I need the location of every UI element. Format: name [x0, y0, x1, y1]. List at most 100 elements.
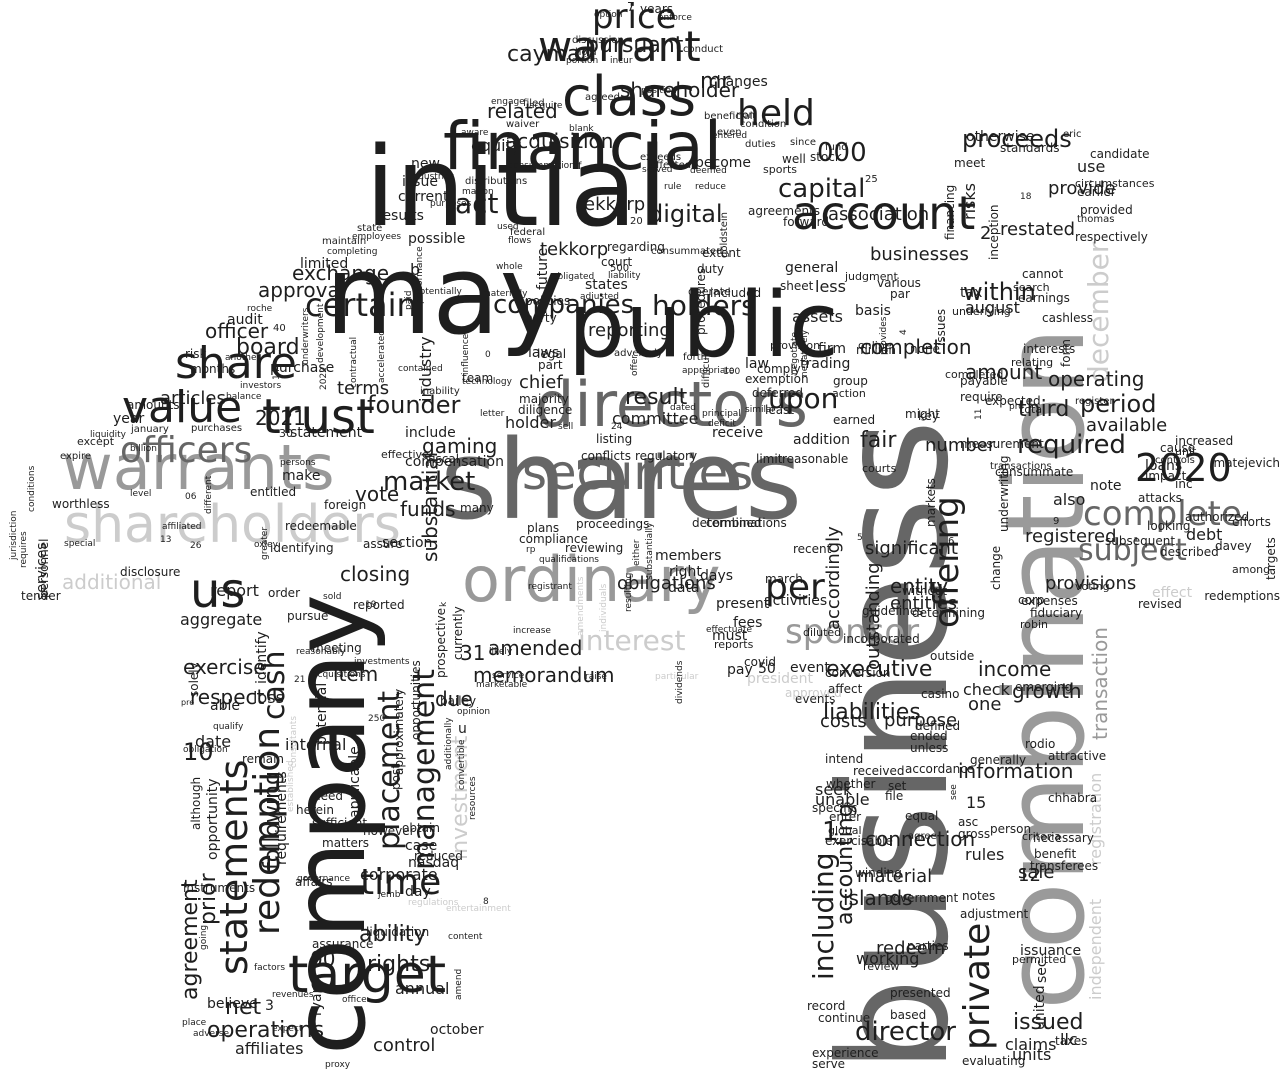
cloud-word: casino	[921, 687, 960, 702]
cloud-word: amend	[454, 968, 464, 1000]
cloud-word: prospective	[434, 607, 448, 678]
cloud-word: october	[430, 1021, 484, 1038]
cloud-word: relating	[1011, 355, 1054, 369]
cloud-word: shares	[440, 415, 803, 544]
cloud-word: k	[439, 601, 449, 607]
cloud-word: provisions	[1045, 573, 1137, 595]
cloud-word: amount	[965, 359, 1043, 384]
cloud-word: see	[949, 784, 959, 800]
cloud-word: related	[487, 98, 558, 123]
cloud-word: tekkorp	[577, 194, 646, 216]
cloud-word: loss	[253, 687, 284, 707]
cloud-word: governance	[297, 873, 351, 884]
cloud-word: ordinary	[462, 543, 721, 617]
cloud-word: procedures	[694, 267, 708, 335]
cloud-word: without	[902, 584, 948, 599]
cloud-word: january	[131, 423, 169, 435]
cloud-word: specific	[812, 801, 858, 816]
cloud-word: provides	[879, 316, 889, 356]
cloud-word: 26	[190, 540, 202, 551]
cloud-word: islands	[843, 885, 913, 910]
cloud-word: investors	[240, 380, 282, 391]
cloud-word: 19	[365, 599, 377, 610]
cloud-word: basis	[855, 302, 891, 319]
cloud-word: funds	[400, 496, 456, 521]
cloud-word: meeting	[312, 641, 362, 656]
cloud-word: 50	[758, 660, 776, 677]
cloud-word: receive	[712, 424, 764, 441]
cloud-word: dated	[670, 402, 697, 413]
cloud-word: affiliated	[162, 521, 202, 532]
cloud-word: permitted	[1012, 952, 1067, 966]
cloud-word: regulations	[408, 897, 459, 908]
cloud-word: expect	[272, 1023, 303, 1034]
cloud-word: record	[807, 999, 846, 1014]
cloud-word: increase	[513, 625, 551, 636]
cloud-word: used	[497, 221, 519, 232]
cloud-word: proxy	[325, 1059, 351, 1070]
cloud-word: event	[790, 659, 830, 676]
cloud-word: seek	[815, 779, 853, 799]
cloud-word: make	[282, 467, 321, 484]
cloud-word: 7	[627, 0, 635, 15]
cloud-word: qualifications	[539, 554, 599, 565]
cloud-word: action	[832, 386, 866, 400]
cloud-word: consultants	[289, 715, 299, 768]
cloud-word: whole	[496, 261, 523, 272]
cloud-word: redeem	[876, 938, 946, 960]
cloud-word: similar	[745, 404, 776, 415]
cloud-word: exchange	[292, 260, 390, 285]
cloud-word: substantially	[645, 522, 655, 580]
cloud-word: operations	[207, 1017, 325, 1043]
cloud-word: ended	[910, 729, 948, 744]
cloud-word: activities	[764, 592, 828, 609]
cloud-word: believe	[207, 995, 258, 1012]
cloud-word: completed	[945, 367, 1004, 381]
cloud-word: outside	[930, 649, 975, 664]
cloud-word: million	[856, 343, 896, 358]
cloud-word: approved	[785, 686, 842, 701]
cloud-word: industries	[410, 171, 455, 182]
cloud-word: necessary	[1033, 831, 1094, 846]
cloud-word: jurisdiction	[9, 510, 19, 561]
cloud-word: team	[462, 371, 494, 386]
cloud-word: adverse	[193, 1028, 230, 1039]
cloud-word: information	[958, 758, 1074, 783]
cloud-word: president	[747, 670, 813, 687]
cloud-word: asc	[958, 815, 979, 830]
cloud-word: trust	[262, 388, 375, 445]
cloud-word: statement	[290, 424, 363, 441]
cloud-word: march	[765, 572, 803, 587]
cloud-word: forth	[683, 351, 708, 363]
cloud-word: par	[890, 287, 910, 302]
cloud-word: 3	[265, 997, 274, 1014]
cloud-word: set	[888, 779, 907, 794]
cloud-word: evaluating	[962, 1054, 1026, 1069]
cloud-word: potential	[314, 682, 330, 745]
cloud-word: completion	[860, 334, 972, 359]
cloud-word: enter	[829, 810, 862, 825]
cloud-word: judgment	[845, 269, 898, 283]
cloud-word: underwriting	[997, 455, 1011, 533]
cloud-word: state	[357, 222, 383, 234]
cloud-word: tax	[960, 284, 983, 301]
cloud-word: either	[632, 539, 642, 566]
cloud-word: entitled	[250, 485, 297, 500]
cloud-word: 40	[273, 322, 286, 334]
cloud-word: contained	[398, 363, 443, 374]
cloud-word: independent	[1086, 898, 1105, 1000]
cloud-word: consummate	[995, 465, 1074, 480]
cloud-word: sell	[558, 421, 574, 432]
cloud-word: annual	[395, 978, 450, 998]
cloud-word: current	[398, 188, 449, 205]
cloud-word: technology	[462, 376, 512, 387]
cloud-word: within	[963, 278, 1036, 307]
cloud-word: share	[175, 337, 297, 389]
cloud-word: reduce	[695, 181, 726, 192]
cloud-word: period	[1080, 390, 1157, 419]
cloud-word: benefit	[1034, 847, 1077, 862]
cloud-word: required	[1017, 429, 1126, 460]
cloud-word: require	[960, 390, 1003, 405]
cloud-word: act	[455, 187, 499, 221]
cloud-word: even	[717, 126, 742, 138]
